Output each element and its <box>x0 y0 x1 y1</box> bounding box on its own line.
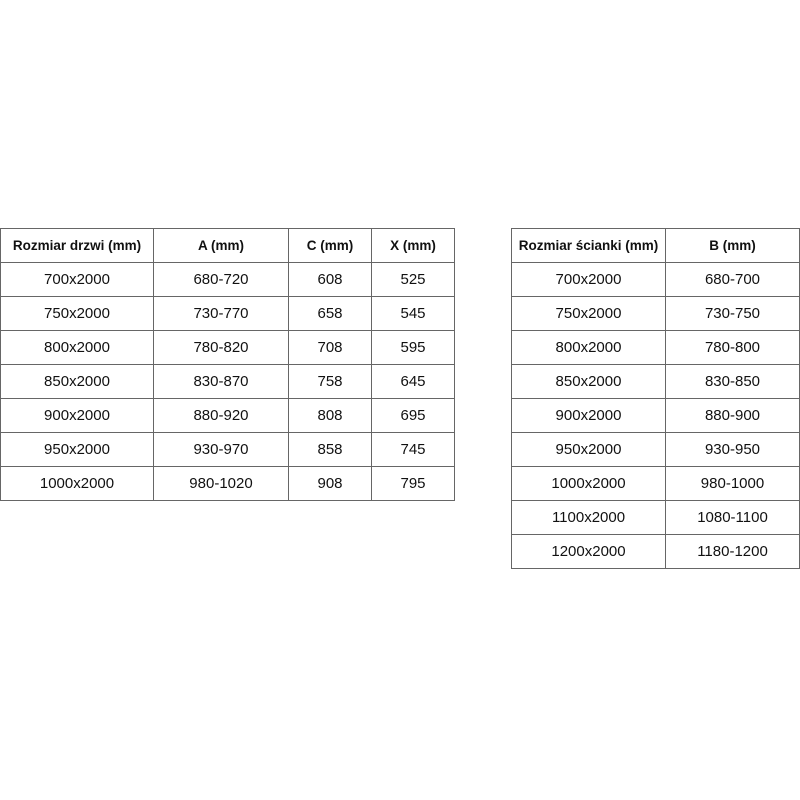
column-header: C (mm) <box>288 228 372 263</box>
table-row: 1200x2000 1180-1200 <box>511 534 800 569</box>
table-cell: 745 <box>371 432 455 467</box>
table-cell: 1180-1200 <box>665 534 800 569</box>
table-cell: 608 <box>288 262 372 297</box>
column-header: Rozmiar drzwi (mm) <box>0 228 154 263</box>
table-cell: 758 <box>288 364 372 399</box>
header-row: Rozmiar drzwi (mm) A (mm) C (mm) X (mm) <box>0 228 455 263</box>
table-row: 950x2000 930-950 <box>511 432 800 467</box>
table-row: 900x2000 880-900 <box>511 398 800 433</box>
column-header: B (mm) <box>665 228 800 263</box>
table-cell: 1000x2000 <box>0 466 154 501</box>
table-cell: 730-770 <box>153 296 289 331</box>
table-cell: 700x2000 <box>511 262 666 297</box>
table-row: 1000x2000 980-1020 908 795 <box>0 466 455 501</box>
table-row: 700x2000 680-700 <box>511 262 800 297</box>
table-cell: 800x2000 <box>0 330 154 365</box>
table-cell: 700x2000 <box>0 262 154 297</box>
table-row: 700x2000 680-720 608 525 <box>0 262 455 297</box>
table-row: 800x2000 780-800 <box>511 330 800 365</box>
table-cell: 908 <box>288 466 372 501</box>
table-row: 800x2000 780-820 708 595 <box>0 330 455 365</box>
column-header: X (mm) <box>371 228 455 263</box>
table-row: 850x2000 830-850 <box>511 364 800 399</box>
table-row: 1000x2000 980-1000 <box>511 466 800 501</box>
table-cell: 880-900 <box>665 398 800 433</box>
table-cell: 795 <box>371 466 455 501</box>
table-cell: 1200x2000 <box>511 534 666 569</box>
wall-size-table: Rozmiar ścianki (mm) B (mm) 700x2000 680-7… <box>511 228 800 569</box>
table-cell: 750x2000 <box>511 296 666 331</box>
column-header: A (mm) <box>153 228 289 263</box>
table-cell: 900x2000 <box>511 398 666 433</box>
table-cell: 750x2000 <box>0 296 154 331</box>
table-cell: 830-870 <box>153 364 289 399</box>
table-cell: 708 <box>288 330 372 365</box>
table-row: 900x2000 880-920 808 695 <box>0 398 455 433</box>
table-row: 850x2000 830-870 758 645 <box>0 364 455 399</box>
table-cell: 595 <box>371 330 455 365</box>
table-cell: 850x2000 <box>0 364 154 399</box>
table-cell: 950x2000 <box>511 432 666 467</box>
table-cell: 980-1000 <box>665 466 800 501</box>
table-cell: 1100x2000 <box>511 500 666 535</box>
table-cell: 950x2000 <box>0 432 154 467</box>
table-row: 950x2000 930-970 858 745 <box>0 432 455 467</box>
column-header: Rozmiar ścianki (mm) <box>511 228 666 263</box>
table-cell: 880-920 <box>153 398 289 433</box>
table-cell: 800x2000 <box>511 330 666 365</box>
table-cell: 525 <box>371 262 455 297</box>
table-cell: 930-970 <box>153 432 289 467</box>
table-cell: 658 <box>288 296 372 331</box>
table-cell: 900x2000 <box>0 398 154 433</box>
table-cell: 930-950 <box>665 432 800 467</box>
table-cell: 680-720 <box>153 262 289 297</box>
table-cell: 645 <box>371 364 455 399</box>
table-cell: 680-700 <box>665 262 800 297</box>
table-row: 1100x2000 1080-1100 <box>511 500 800 535</box>
table-cell: 1080-1100 <box>665 500 800 535</box>
table-cell: 830-850 <box>665 364 800 399</box>
table-cell: 695 <box>371 398 455 433</box>
header-row: Rozmiar ścianki (mm) B (mm) <box>511 228 800 263</box>
table-row: 750x2000 730-750 <box>511 296 800 331</box>
table-cell: 980-1020 <box>153 466 289 501</box>
table-cell: 850x2000 <box>511 364 666 399</box>
table-cell: 1000x2000 <box>511 466 666 501</box>
table-cell: 808 <box>288 398 372 433</box>
table-cell: 730-750 <box>665 296 800 331</box>
door-size-table: Rozmiar drzwi (mm) A (mm) C (mm) X (mm) 700… <box>0 228 455 501</box>
table-cell: 858 <box>288 432 372 467</box>
table-cell: 780-800 <box>665 330 800 365</box>
table-cell: 545 <box>371 296 455 331</box>
table-row: 750x2000 730-770 658 545 <box>0 296 455 331</box>
table-cell: 780-820 <box>153 330 289 365</box>
